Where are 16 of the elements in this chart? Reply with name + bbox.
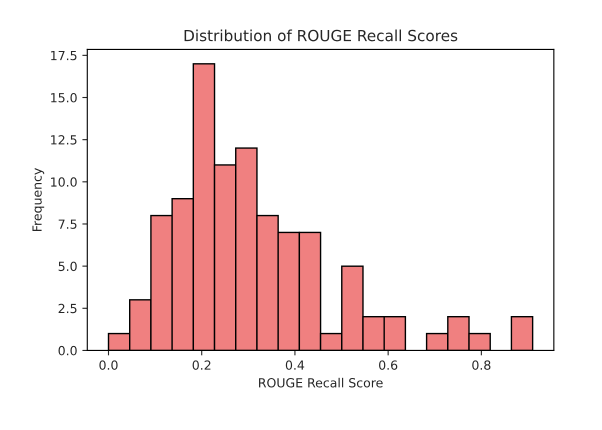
y-tick-label: 0.0 (58, 346, 77, 356)
y-tick-label: 15.0 (51, 92, 77, 102)
x-axis-title: ROUGE Recall Score (259, 378, 383, 388)
y-tick-label: 10.0 (51, 177, 77, 187)
y-tick-label: 17.5 (51, 50, 76, 60)
x-tick-label: 0.0 (99, 360, 118, 370)
y-axis-title: Frequency (32, 168, 44, 232)
y-tick-label: 7.5 (58, 220, 76, 229)
x-tick-label: 0.6 (379, 360, 398, 370)
y-tick-label: 12.5 (51, 135, 76, 145)
chart-title: Distribution of ROUGE Recall Scores (184, 30, 458, 42)
y-tick-label: 2.5 (58, 304, 76, 314)
x-tick-label: 0.2 (192, 360, 210, 370)
x-tick-label: 0.4 (286, 360, 304, 370)
y-tick-label: 5.0 (58, 262, 77, 272)
x-tick-label: 0.8 (472, 360, 490, 370)
